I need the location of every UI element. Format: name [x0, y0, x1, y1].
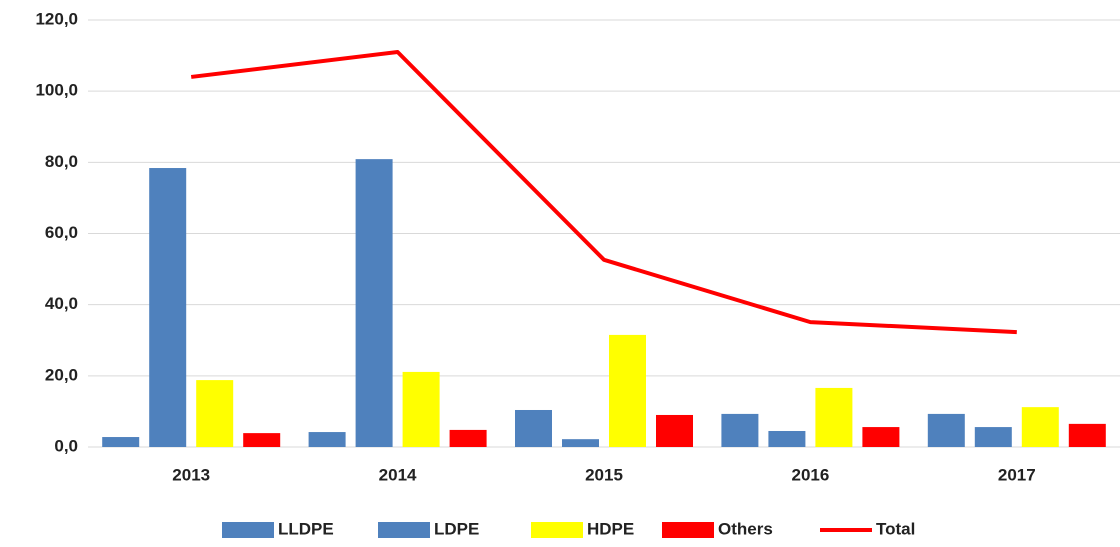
bar	[815, 387, 853, 447]
legend-swatch	[378, 522, 430, 538]
y-tick-label: 20,0	[45, 365, 78, 384]
bar	[609, 334, 646, 447]
legend-swatch	[222, 522, 274, 538]
y-tick-label: 60,0	[45, 223, 78, 242]
x-tick-label: 2015	[585, 465, 623, 484]
line	[190, 50, 1017, 335]
bar	[768, 430, 806, 447]
legend-label: LDPE	[434, 519, 479, 538]
bar	[449, 429, 487, 447]
legend-label: LLDPE	[278, 519, 334, 538]
y-tick-label: 40,0	[45, 294, 78, 313]
bar	[927, 413, 965, 447]
bar	[149, 168, 187, 447]
bar	[196, 380, 234, 447]
legend-label: Others	[718, 519, 773, 538]
y-tick-label: 100,0	[35, 81, 78, 100]
y-tick-label: 0,0	[54, 436, 78, 455]
bar	[1068, 423, 1106, 447]
bar	[515, 409, 552, 447]
bar	[562, 439, 599, 447]
bar	[308, 432, 346, 447]
bar	[243, 433, 281, 447]
legend-swatch	[662, 522, 714, 538]
bar	[974, 427, 1012, 447]
legend-label: Total	[876, 519, 915, 538]
legend-swatch	[531, 522, 583, 538]
y-tick-label: 80,0	[45, 152, 78, 171]
bar	[862, 427, 900, 447]
x-tick-label: 2016	[791, 465, 829, 484]
x-tick-label: 2013	[172, 465, 210, 484]
bar	[1021, 407, 1059, 447]
bar	[656, 414, 693, 447]
x-tick-label: 2017	[998, 465, 1036, 484]
bar	[355, 159, 393, 447]
bar	[721, 413, 759, 447]
bar	[102, 437, 140, 447]
y-tick-label: 120,0	[35, 9, 78, 28]
x-tick-label: 2014	[379, 465, 417, 484]
bar	[402, 371, 440, 447]
legend-label: HDPE	[587, 519, 634, 538]
